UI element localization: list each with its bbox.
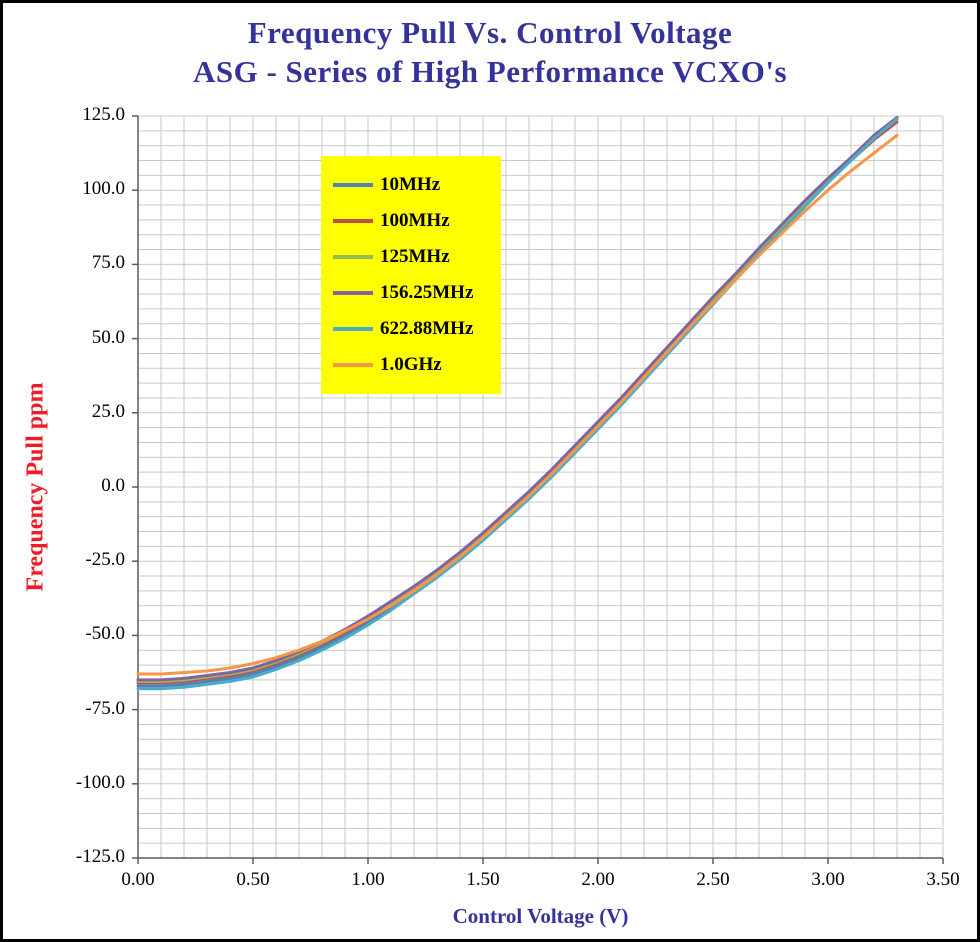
series-line-125MHz	[136, 117, 899, 683]
y-tick-label: 50.0	[91, 326, 125, 348]
y-tick-label: -75.0	[85, 697, 125, 719]
x-tick-label: 1.00	[351, 869, 385, 890]
legend-item: 100MHz	[333, 203, 501, 239]
plot-area	[132, 115, 944, 864]
chart-title: Frequency Pull Vs. Control Voltage	[247, 15, 733, 50]
x-tick-label: 2.00	[581, 869, 615, 890]
legend-item: 156.25MHz	[333, 275, 501, 311]
legend-line-swatch	[333, 291, 373, 295]
legend-label: 622.88MHz	[380, 318, 474, 339]
y-tick-label: -100.0	[75, 771, 125, 793]
legend-item: 1.0GHz	[333, 347, 501, 383]
y-tick-label: -125.0	[75, 846, 125, 867]
series-line-1.0GHz	[136, 133, 899, 676]
legend-line-swatch	[333, 255, 373, 259]
x-tick-label: 3.00	[811, 869, 845, 890]
series-line-100MHz	[136, 120, 899, 685]
chart-subtitle: ASG - Series of High Performance VCXO's	[192, 54, 788, 89]
x-axis-title: Control Voltage (V)	[452, 904, 629, 928]
x-tick-label: 0.50	[236, 869, 270, 890]
legend-item: 622.88MHz	[333, 311, 501, 347]
legend-item: 10MHz	[333, 167, 501, 203]
y-tick-label: 0.0	[101, 475, 125, 496]
x-tick-label: 2.50	[696, 869, 730, 890]
y-tick-label: 25.0	[91, 400, 125, 422]
series-line-10MHz	[136, 116, 899, 688]
x-tick-label: 0.00	[121, 869, 155, 890]
legend-item: 125MHz	[333, 239, 501, 275]
x-tick-label: 3.50	[926, 869, 960, 890]
legend-label: 10MHz	[380, 174, 441, 195]
y-tick-label: 100.0	[82, 178, 125, 200]
series-line-622.88MHz	[136, 117, 899, 691]
legend-line-swatch	[333, 219, 373, 223]
y-tick-label: 75.0	[91, 252, 125, 274]
legend-label: 156.25MHz	[380, 282, 474, 303]
legend-label: 125MHz	[380, 246, 450, 267]
legend-label: 1.0GHz	[380, 354, 442, 375]
x-tick-label: 1.50	[466, 869, 500, 890]
series-line-156.25MHz	[136, 116, 899, 682]
y-tick-label: -25.0	[85, 549, 125, 571]
legend-line-swatch	[333, 183, 373, 187]
legend-label: 100MHz	[380, 210, 450, 231]
legend: 10MHz 100MHz 125MHz 156.25MHz 622.88MHz 1.0GH…	[321, 156, 501, 394]
legend-line-swatch	[333, 363, 373, 367]
legend-line-swatch	[333, 327, 373, 331]
y-tick-label: 125.0	[82, 104, 125, 125]
y-tick-label: -50.0	[85, 623, 125, 645]
